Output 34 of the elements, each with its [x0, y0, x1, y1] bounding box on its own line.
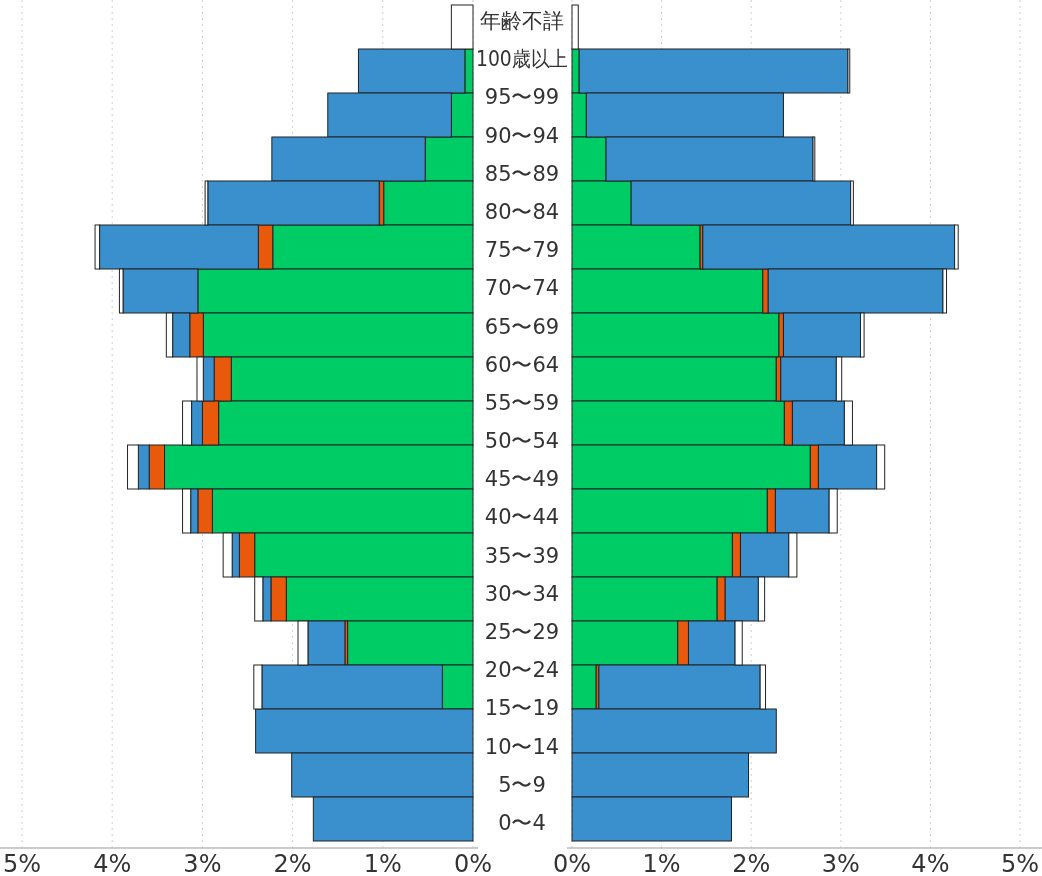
x-tick-label: 3%	[821, 850, 860, 876]
text: 30〜34	[484, 581, 560, 606]
text: 20〜24	[484, 658, 560, 683]
x-tick-label: 1%	[363, 850, 402, 876]
text: 5〜9	[498, 772, 546, 797]
annotation: 100歳以上	[476, 47, 580, 72]
text: 65〜69	[484, 314, 560, 339]
text: 80〜84	[484, 199, 560, 224]
x-tick-label: 2%	[273, 850, 312, 876]
text: 年齢不詳	[480, 9, 564, 33]
text: 75〜79	[484, 238, 560, 263]
x-tick-label: 2%	[732, 850, 771, 876]
text: 90〜94	[484, 123, 560, 148]
text: 15〜19	[484, 696, 560, 721]
text: 25〜29	[484, 620, 560, 645]
x-tick-label: 3%	[183, 850, 222, 876]
text: 85〜89	[484, 161, 560, 186]
text: 35〜39	[484, 543, 560, 568]
x-tick-label: 0%	[453, 850, 493, 876]
text: 40〜44	[484, 505, 560, 530]
x-tick-label: 0%	[552, 850, 592, 876]
x-tick-label: 5%	[1000, 850, 1040, 876]
text: 55〜59	[484, 390, 560, 415]
x-tick-label: 5%	[2, 850, 42, 876]
x-tick-label: 1%	[642, 850, 681, 876]
text: 45〜49	[484, 467, 560, 492]
text: 50〜54	[484, 429, 560, 454]
x-tick-label: 4%	[93, 850, 132, 876]
text: 70〜74	[484, 276, 560, 301]
text: 0〜4	[498, 811, 546, 835]
text: 10〜14	[484, 734, 560, 759]
text: 60〜64	[484, 352, 560, 377]
x-tick-label: 4%	[911, 850, 950, 876]
text: 95〜99	[484, 85, 560, 110]
